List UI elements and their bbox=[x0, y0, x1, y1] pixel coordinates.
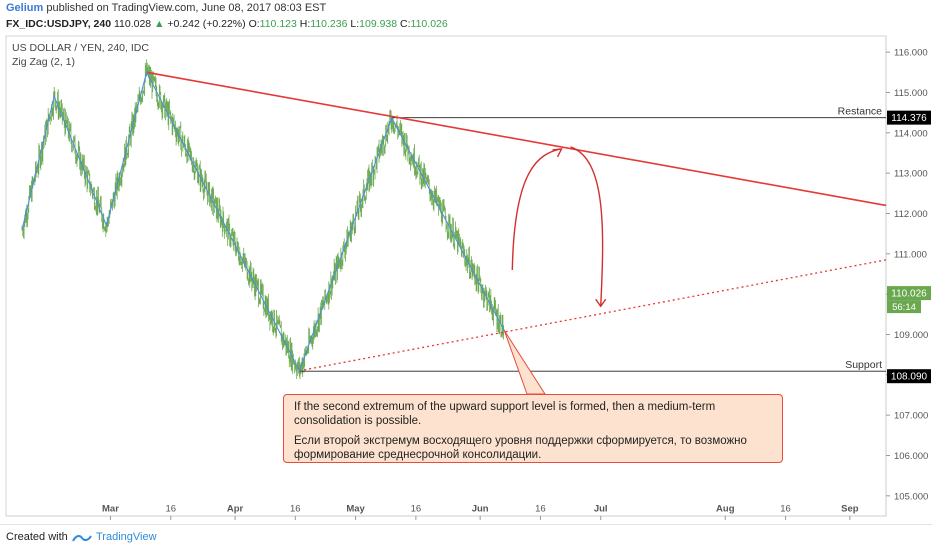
forecast-up-arrowhead bbox=[552, 148, 563, 158]
tradingview-link[interactable]: TradingView bbox=[96, 531, 157, 543]
open-value: 110.123 bbox=[259, 18, 297, 30]
chart-title: US DOLLAR / YEN, 240, IDC bbox=[12, 42, 149, 54]
trendlines bbox=[146, 71, 887, 372]
zigzag-series bbox=[21, 70, 505, 373]
y-tick-label: 109.000 bbox=[894, 330, 928, 341]
y-tick-label: 107.000 bbox=[894, 411, 928, 422]
x-tick-label: 16 bbox=[411, 503, 422, 514]
ohlc-header: FX_IDC:USDJPY, 240 110.028 ▲ +0.242 (+0.… bbox=[6, 18, 448, 30]
current-price-badge: 110.026 56:14 bbox=[887, 286, 931, 314]
note-callout-pointer bbox=[503, 330, 546, 395]
created-with-label: Created with bbox=[6, 531, 68, 543]
y-tick-label: 111.000 bbox=[894, 249, 927, 260]
y-tick-label: 116.000 bbox=[894, 48, 928, 59]
svg-text:114.376: 114.376 bbox=[891, 113, 927, 124]
price-chart[interactable]: US DOLLAR / YEN, 240, IDC Zig Zag (2, 1)… bbox=[0, 0, 932, 524]
publish-header: Gelium published on TradingView.com, Jun… bbox=[6, 2, 326, 14]
y-tick-label: 106.000 bbox=[894, 451, 928, 462]
support-badge: 108.090 bbox=[887, 369, 931, 384]
published-text: published on TradingView.com, June 08, 2… bbox=[46, 2, 327, 14]
x-tick-label: 16 bbox=[290, 503, 301, 514]
x-tick-label: 16 bbox=[165, 503, 176, 514]
svg-text:110.026: 110.026 bbox=[891, 289, 927, 300]
x-tick-label: Apr bbox=[227, 503, 244, 514]
x-tick-label: May bbox=[346, 503, 365, 514]
close-value: 110.026 bbox=[410, 18, 448, 30]
support_trend-line bbox=[299, 259, 887, 372]
forecast-down-curve bbox=[570, 146, 604, 307]
y-tick-label: 105.000 bbox=[894, 491, 928, 502]
x-tick-label: 16 bbox=[780, 503, 791, 514]
note-russian: Если второй экстремум восходящего уровня… bbox=[294, 435, 747, 461]
y-tick-label: 113.000 bbox=[894, 169, 928, 180]
indicator-label: Zig Zag (2, 1) bbox=[12, 56, 75, 68]
bar-timer: 56:14 bbox=[892, 302, 916, 313]
support-label: Support bbox=[845, 359, 882, 371]
forecast-up-curve bbox=[511, 148, 561, 270]
resistance-badge: 114.376 bbox=[887, 110, 931, 125]
change-arrow-icon: ▲ bbox=[154, 18, 165, 30]
open-label: O: bbox=[248, 18, 260, 30]
x-tick-label: Sep bbox=[841, 503, 859, 514]
price-candles bbox=[21, 59, 504, 380]
low-label: L: bbox=[350, 18, 360, 30]
x-axis-ticks: Mar 16 Apr 16 May 16 Jun 16 Jul Aug 16 Sep bbox=[102, 503, 859, 520]
author-name[interactable]: Gelium bbox=[6, 2, 44, 14]
resistance-label: Restance bbox=[838, 106, 883, 118]
zigzag-line bbox=[21, 70, 505, 373]
x-tick-label: Aug bbox=[716, 503, 735, 514]
high-label: H: bbox=[299, 18, 311, 30]
y-tick-label: 115.000 bbox=[894, 88, 928, 99]
x-tick-label: 16 bbox=[535, 503, 546, 514]
horizontal-levels bbox=[299, 117, 886, 372]
forecast-down-arrowhead bbox=[595, 298, 607, 308]
tradingview-logo-icon bbox=[72, 535, 92, 542]
forecast-arc bbox=[511, 146, 607, 308]
change-value: +0.242 (+0.22%) bbox=[167, 18, 246, 30]
high-value: 110.236 bbox=[310, 18, 348, 30]
y-tick-label: 114.000 bbox=[894, 128, 928, 139]
footer: Created with TradingView bbox=[0, 524, 932, 551]
close-label: C: bbox=[400, 18, 411, 30]
symbol-label: FX_IDC:USDJPY, 240 bbox=[6, 18, 112, 30]
analysis-note: If the second extremum of the upward sup… bbox=[283, 394, 783, 463]
svg-text:108.090: 108.090 bbox=[891, 372, 928, 383]
x-tick-label: Jun bbox=[472, 503, 489, 514]
x-tick-label: Mar bbox=[102, 503, 119, 514]
last-price: 110.028 bbox=[113, 18, 152, 30]
low-value: 109.938 bbox=[359, 18, 398, 30]
x-tick-label: Jul bbox=[594, 503, 608, 514]
resistance_trend-line bbox=[146, 71, 887, 207]
y-tick-label: 112.000 bbox=[894, 209, 928, 220]
note-english: If the second extremum of the upward sup… bbox=[294, 401, 716, 427]
